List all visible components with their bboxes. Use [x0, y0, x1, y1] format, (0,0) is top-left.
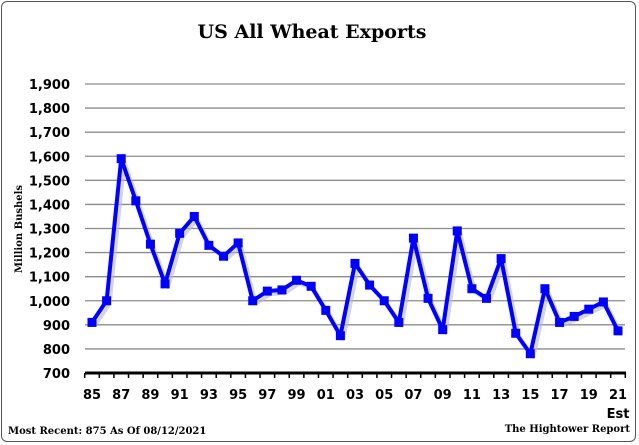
- data-point: [452, 226, 462, 236]
- data-point: [598, 297, 608, 307]
- x-tick-label: 97: [258, 388, 276, 403]
- x-est-note: Est: [607, 407, 630, 422]
- data-point: [540, 284, 550, 294]
- data-point: [277, 285, 287, 295]
- x-tick-label: 01: [317, 388, 335, 403]
- data-point: [116, 154, 126, 164]
- data-point: [87, 317, 97, 327]
- data-point: [555, 317, 565, 327]
- data-point: [511, 328, 521, 338]
- y-axis-label: Million Bushels: [14, 185, 25, 273]
- y-tick-label: 800: [43, 343, 70, 358]
- data-point: [160, 279, 170, 289]
- x-tick-label: 95: [229, 388, 247, 403]
- data-point: [613, 326, 623, 336]
- y-tick-label: 1,900: [29, 78, 70, 93]
- data-point: [350, 258, 360, 268]
- y-tick-label: 1,700: [29, 126, 70, 141]
- data-point: [248, 296, 258, 306]
- data-point: [204, 240, 214, 250]
- data-point: [482, 293, 491, 303]
- data-point: [189, 211, 199, 221]
- data-point: [525, 349, 535, 359]
- data-point: [219, 251, 228, 261]
- x-tick-label: 19: [580, 388, 598, 403]
- x-tick-label: 03: [346, 388, 364, 403]
- data-point: [569, 311, 579, 321]
- data-point: [175, 228, 185, 238]
- y-tick-label: 1,500: [29, 174, 70, 189]
- footer-most-recent: Most Recent: 875 As Of 08/12/2021: [8, 426, 206, 437]
- x-tick-label: 15: [521, 388, 539, 403]
- data-point: [467, 284, 477, 294]
- data-point: [423, 293, 433, 303]
- data-point: [131, 196, 141, 206]
- x-tick-label: 11: [463, 388, 481, 403]
- data-point: [584, 304, 594, 314]
- data-point: [365, 280, 375, 290]
- y-tick-label: 700: [43, 367, 70, 382]
- data-point: [306, 281, 316, 291]
- y-tick-label: 1,400: [29, 198, 70, 213]
- data-point: [379, 296, 389, 306]
- data-point: [321, 305, 331, 315]
- data-point: [292, 275, 302, 285]
- x-tick-label: 13: [492, 388, 510, 403]
- y-tick-label: 1,600: [29, 150, 70, 165]
- data-point: [145, 239, 155, 249]
- y-tick-label: 1,800: [29, 102, 70, 117]
- data-point: [496, 254, 506, 264]
- chart-title: US All Wheat Exports: [198, 21, 427, 43]
- x-tick-label: 21: [609, 388, 627, 403]
- data-point: [233, 238, 243, 248]
- x-tick-label: 07: [404, 388, 422, 403]
- data-point: [335, 331, 345, 341]
- y-tick-label: 900: [43, 319, 70, 334]
- y-tick-label: 1,000: [29, 295, 70, 310]
- data-point: [262, 286, 272, 296]
- x-tick-label: 87: [112, 388, 130, 403]
- data-point: [438, 325, 448, 335]
- x-tick-label: 09: [434, 388, 452, 403]
- footer-source: The Hightower Report: [505, 424, 631, 435]
- data-point: [102, 296, 112, 306]
- y-tick-label: 1,100: [29, 271, 70, 286]
- x-tick-label: 93: [200, 388, 218, 403]
- x-tick-label: 85: [83, 388, 101, 403]
- x-tick-label: 91: [171, 388, 189, 403]
- x-tick-label: 89: [141, 388, 159, 403]
- x-tick-label: 17: [551, 388, 569, 403]
- data-point: [394, 317, 404, 327]
- data-point: [408, 233, 418, 243]
- y-tick-label: 1,300: [29, 223, 70, 238]
- x-tick-label: 05: [375, 388, 393, 403]
- x-tick-label: 99: [288, 388, 306, 403]
- y-tick-label: 1,200: [29, 247, 70, 262]
